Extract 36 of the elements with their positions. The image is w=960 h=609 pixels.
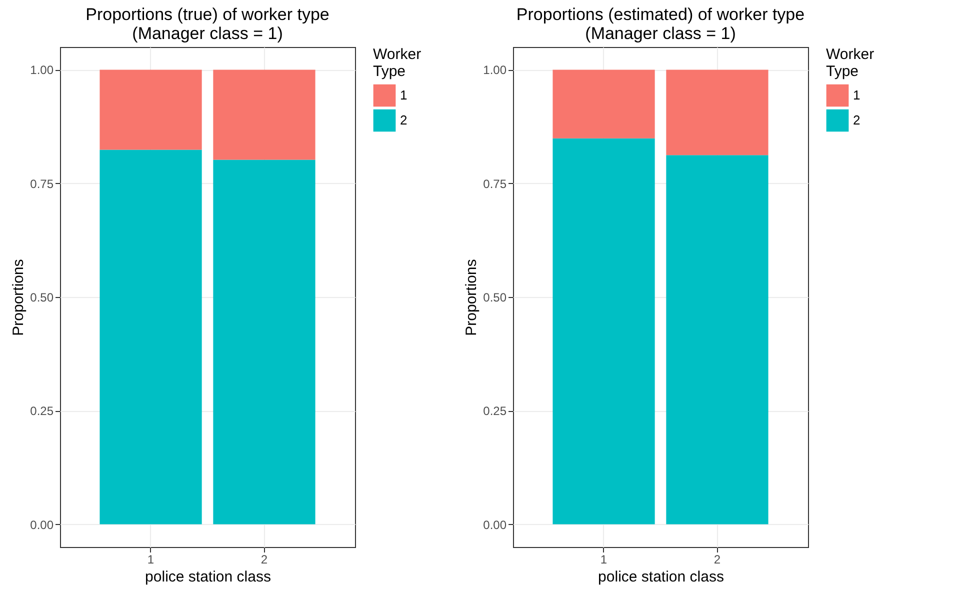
chart-subtitle: (Manager class = 1) (132, 24, 283, 43)
bar (100, 150, 202, 524)
legend-label: 1 (400, 88, 408, 102)
x-tick-label: 1 (600, 552, 608, 566)
x-tick-label: 2 (714, 552, 721, 566)
legend-title: Worker Type (826, 46, 874, 80)
y-tick-label: 1.00 (30, 63, 54, 78)
y-tick-label: 0.25 (483, 404, 507, 418)
x-axis-title: police station class (598, 568, 724, 586)
y-tick-label: 0.25 (30, 404, 54, 418)
legend-label: 2 (400, 112, 408, 128)
y-tick-label: 0.50 (30, 290, 54, 304)
x-tick-label: 2 (260, 552, 268, 566)
chart-title: Proportions (true) of worker type (86, 5, 330, 24)
x-tick-label: 1 (147, 552, 154, 566)
bar (552, 70, 655, 138)
y-tick-label: 0.75 (30, 176, 54, 191)
legend-label: 2 (853, 112, 860, 128)
y-tick-label: 0.75 (483, 176, 507, 191)
y-axis-title: Proportions (463, 259, 480, 336)
chart-subtitle: (Manager class = 1) (585, 24, 736, 43)
bar (666, 155, 768, 524)
bar (213, 160, 316, 524)
bar (552, 138, 655, 524)
y-tick-label: 1.00 (483, 63, 507, 78)
chart-title: Proportions (estimated) of worker type (516, 5, 805, 24)
y-tick-label: 0.50 (483, 290, 507, 304)
x-axis-title: police station class (145, 568, 271, 586)
legend-label: 1 (853, 88, 860, 102)
bar (213, 70, 316, 160)
y-tick-label: 0.00 (483, 518, 507, 532)
y-axis-title: Proportions (10, 259, 28, 336)
legend-title: Worker Type (373, 46, 422, 80)
bar (666, 70, 768, 156)
bar (100, 70, 202, 150)
y-tick-label: 0.00 (30, 518, 54, 532)
